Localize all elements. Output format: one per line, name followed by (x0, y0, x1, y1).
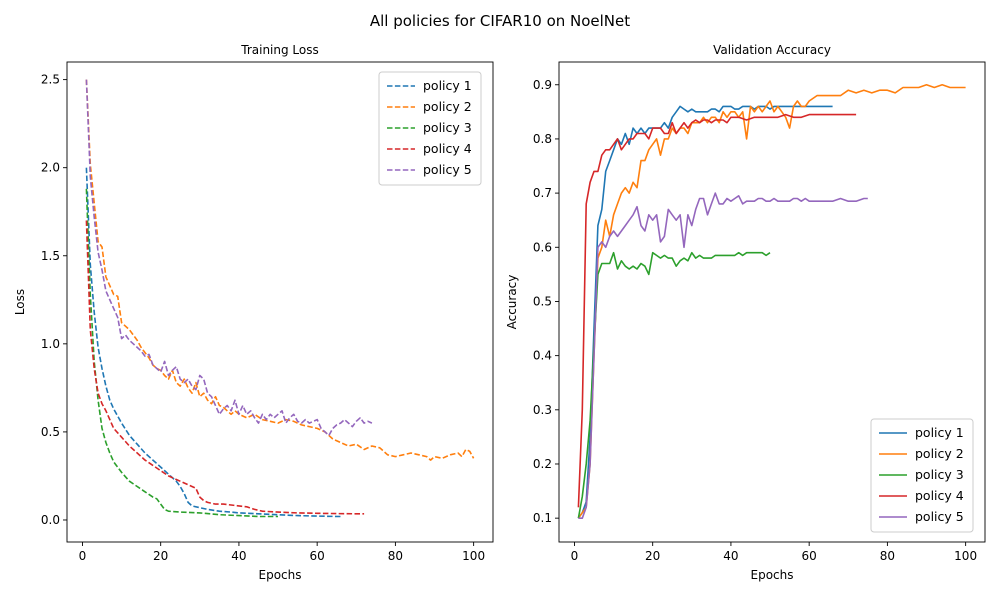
y-tick-label: 0.5 (533, 294, 552, 308)
legend-entry: policy 3 (423, 120, 472, 135)
x-tick-label: 80 (388, 549, 403, 563)
y-tick-label: 0.1 (533, 511, 552, 525)
legend-entry: policy 5 (915, 509, 964, 524)
x-tick-label: 0 (79, 549, 87, 563)
y-tick-label: 0.5 (41, 425, 60, 439)
figure-suptitle: All policies for CIFAR10 on NoelNet (370, 12, 630, 30)
legend: policy 1 policy 2 policy 3 policy 4 policy 5 (870, 418, 974, 533)
x-tick-label: 60 (310, 549, 325, 563)
x-tick-label: 100 (954, 549, 977, 563)
y-axis-label: Accuracy (505, 275, 519, 330)
chart-title: Validation Accuracy (713, 43, 831, 57)
series-lines (85, 79, 475, 518)
series-line-policy-5 (578, 192, 868, 520)
y-tick-label: 0.6 (533, 240, 552, 254)
y-tick-label: 2.0 (41, 161, 60, 175)
series-line-policy-4 (85, 220, 365, 515)
y-tick-label: 0.0 (41, 513, 60, 527)
legend: policy 1 policy 2 policy 3 policy 4 policy 5 (378, 71, 482, 186)
y-axis-label: Loss (13, 289, 27, 315)
y-tick-label: 1.0 (41, 337, 60, 351)
axes-frame (558, 61, 986, 543)
y-tick-label: 0.9 (533, 78, 552, 92)
legend-entry: policy 1 (423, 78, 472, 93)
x-tick-label: 60 (802, 549, 817, 563)
y-tick-label: 0.7 (533, 186, 552, 200)
legend-entry: policy 5 (423, 162, 472, 177)
axes-frame (66, 61, 494, 543)
y-tick-label: 2.5 (41, 73, 60, 87)
y-tick-label: 0.4 (533, 349, 552, 363)
x-tick-label: 0 (571, 549, 579, 563)
legend-entry: policy 3 (915, 467, 964, 482)
series-line-policy-4 (577, 113, 857, 508)
x-tick-label: 20 (645, 549, 660, 563)
legend-entry: policy 2 (423, 99, 472, 114)
y-tick-label: 1.5 (41, 249, 60, 263)
training-loss-chart: Training Loss 0 20 40 60 80 100 0.0 0.5 1.0 1.5 2.0… (13, 43, 494, 582)
legend-entry: policy 4 (915, 488, 964, 503)
legend-entry: policy 4 (423, 141, 472, 156)
legend-box (378, 71, 482, 186)
x-axis-label: Epochs (259, 568, 302, 582)
legend-entry: policy 2 (915, 446, 964, 461)
y-tick-label: 0.3 (533, 403, 552, 417)
y-tick-label: 0.2 (533, 457, 552, 471)
x-tick-label: 40 (723, 549, 738, 563)
series-line-policy-3 (85, 188, 278, 518)
series-lines (577, 84, 966, 520)
x-axis-label: Epochs (751, 568, 794, 582)
series-line-policy-2 (85, 79, 475, 461)
series-line-policy-2 (577, 84, 966, 519)
x-tick-label: 40 (231, 549, 246, 563)
validation-accuracy-chart: Validation Accuracy 0 20 40 60 80 100 0.1 0.2 0.3… (505, 43, 986, 582)
x-tick-label: 20 (153, 549, 168, 563)
legend-entry: policy 1 (915, 425, 964, 440)
series-line-policy-1 (85, 167, 341, 518)
chart-title: Training Loss (240, 43, 318, 57)
series-line-policy-1 (577, 105, 833, 519)
x-tick-label: 100 (462, 549, 485, 563)
y-tick-label: 0.8 (533, 132, 552, 146)
x-tick-label: 80 (880, 549, 895, 563)
series-line-policy-5 (85, 79, 373, 437)
series-line-policy-3 (577, 251, 771, 519)
legend-box (870, 418, 974, 533)
